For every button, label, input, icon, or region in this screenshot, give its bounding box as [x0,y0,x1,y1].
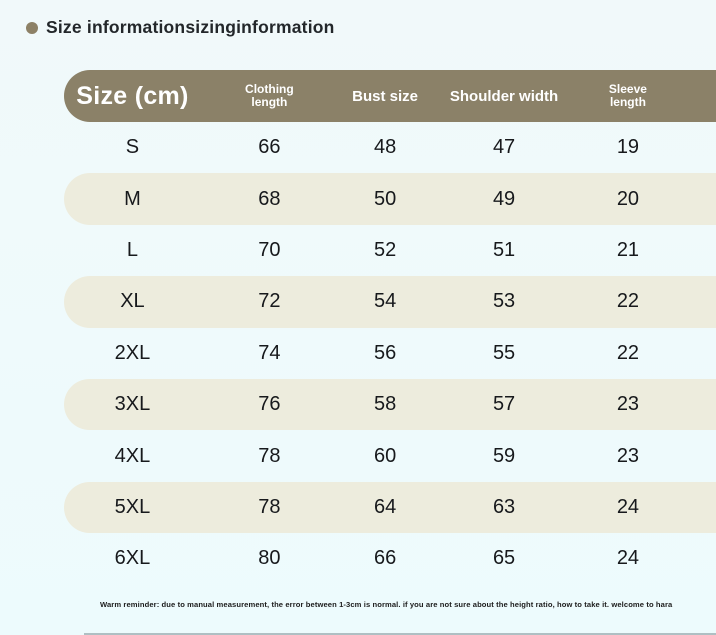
table-row: 5XL 78 64 63 24 [64,481,716,534]
sleeve-length-value: 23 [616,393,640,416]
clothing-length-value: 70 [258,238,281,261]
bust-size-value: 52 [373,238,397,261]
clothing-length-value: 78 [258,444,281,467]
warm-reminder-text: Warm reminder: due to manual measurement… [100,600,673,609]
clothing-length-value: 72 [258,290,281,313]
bust-size-value: 56 [373,341,397,364]
sleeve-length-value: 24 [616,547,640,570]
clothing-length-value: 66 [258,136,281,159]
size-label: 4XL [114,444,151,467]
size-label: 3XL [114,393,151,416]
bust-size-value: 50 [373,187,397,210]
bust-size-value: 60 [373,444,397,467]
section-title: Size informationsizinginformation [26,17,335,38]
table-row: 6XL 80 66 65 24 [64,533,716,584]
bust-size-value: 48 [373,136,397,159]
size-label: 2XL [114,341,151,364]
sleeve-length-value: 22 [616,290,640,313]
table-header-row: Size (cm) Clothing length Bust size Shou… [64,70,716,122]
bust-size-value: 64 [373,495,397,518]
shoulder-width-value: 55 [492,341,516,364]
column-header-sleeve-length: Sleeve length [608,82,647,109]
size-label: M [124,187,141,210]
sleeve-length-value: 20 [616,187,640,210]
table-row: S 66 48 47 19 [64,122,716,173]
sleeve-length-value: 19 [616,136,640,159]
bust-size-value: 54 [373,290,397,313]
size-label: S [125,136,140,159]
shoulder-width-value: 63 [492,495,516,518]
size-label: 6XL [114,547,151,570]
column-header-size: Size (cm) [76,81,189,110]
clothing-length-value: 78 [258,495,281,518]
table-row: 4XL 78 60 59 23 [64,430,716,481]
clothing-length-value: 76 [258,393,281,416]
shoulder-width-value: 57 [492,393,516,416]
size-chart-table: Size (cm) Clothing length Bust size Shou… [64,70,716,585]
shoulder-width-value: 65 [492,547,516,570]
shoulder-width-value: 47 [492,136,516,159]
bust-size-value: 58 [373,393,397,416]
bottom-section-divider [84,633,716,635]
shoulder-width-value: 51 [492,238,516,261]
table-row: XL 72 54 53 22 [64,276,716,328]
column-header-bust-size: Bust size [352,87,418,105]
clothing-length-value: 74 [258,341,281,364]
sleeve-length-value: 24 [616,495,640,518]
sleeve-length-value: 23 [616,444,640,467]
shoulder-width-value: 53 [492,290,516,313]
bullet-icon [26,21,38,34]
sleeve-length-value: 22 [616,341,640,364]
table-row: L 70 52 51 21 [64,225,716,276]
column-header-clothing-length: Clothing length [245,82,294,109]
size-label: 5XL [114,495,151,518]
sleeve-length-value: 21 [616,238,640,261]
table-row: 3XL 76 58 57 23 [64,378,716,431]
bust-size-value: 66 [373,547,397,570]
clothing-length-value: 68 [258,187,281,210]
clothing-length-value: 80 [258,547,281,570]
shoulder-width-value: 59 [492,444,516,467]
column-header-shoulder-width: Shoulder width [449,87,559,105]
size-label: L [126,238,139,261]
table-row: M 68 50 49 20 [64,173,716,225]
size-label: XL [120,290,145,313]
shoulder-width-value: 49 [492,187,516,210]
table-row: 2XL 74 56 55 22 [64,328,716,379]
page-title: Size informationsizinginformation [46,17,335,37]
